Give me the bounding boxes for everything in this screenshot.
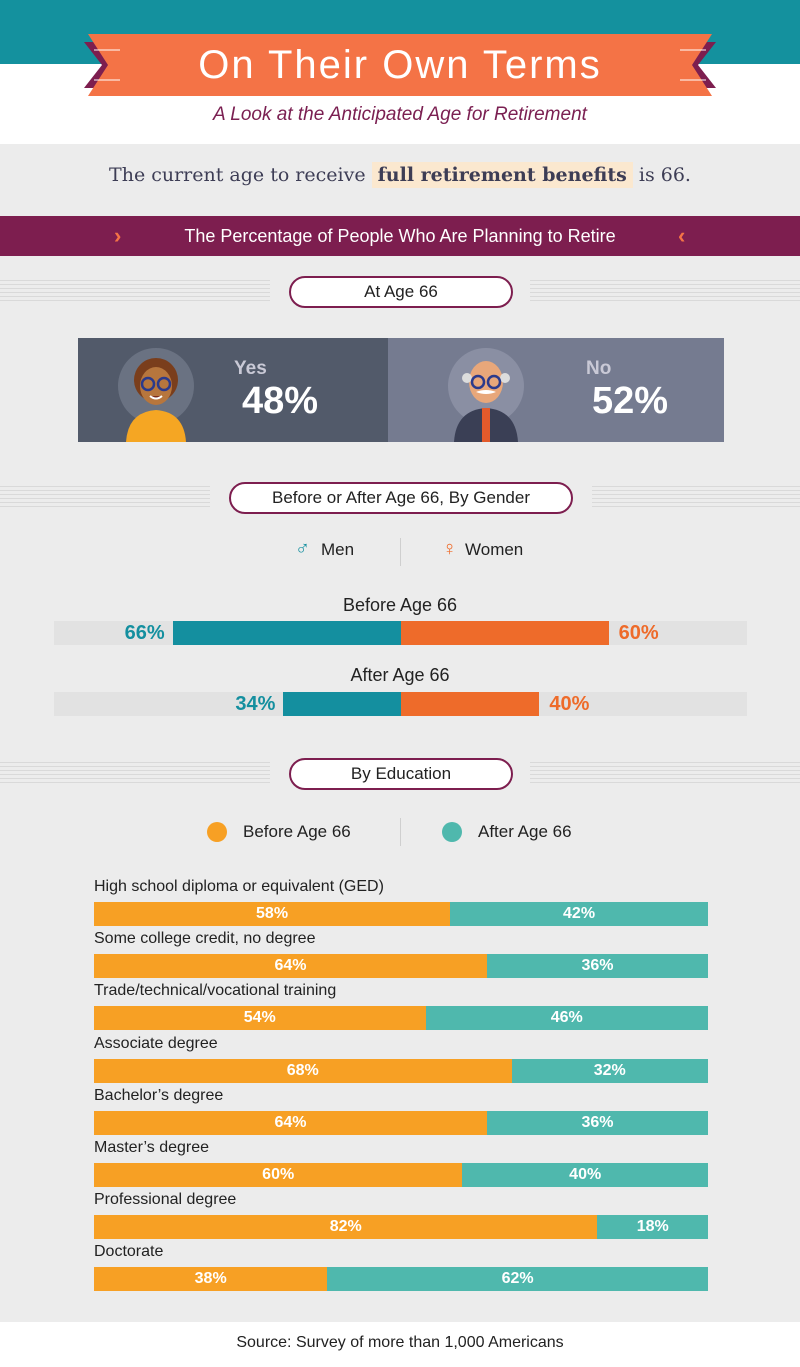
section-banner-text: The Percentage of People Who Are Plannin… <box>184 226 616 246</box>
education-bar-before: 82% <box>94 1215 598 1240</box>
education-category-label: Professional degree <box>94 1191 237 1209</box>
gender-label-men-after: 34% <box>235 693 276 715</box>
legend-divider <box>400 538 401 566</box>
education-bar-after: 18% <box>597 1215 708 1240</box>
education-bar-before: 58% <box>94 902 451 926</box>
decor-lines <box>592 486 800 508</box>
education-bar-after: 62% <box>327 1267 708 1292</box>
education-bar-before: 38% <box>94 1267 328 1292</box>
page-title: On Their Own Terms <box>198 43 602 87</box>
education-bar-after: 36% <box>486 954 708 979</box>
man-avatar-icon <box>448 348 524 442</box>
education-category-label: Some college credit, no degree <box>94 930 316 948</box>
intro-after: is 66. <box>638 164 691 186</box>
education-bar-before: 54% <box>94 1006 426 1031</box>
education-category-label: Bachelor’s degree <box>94 1086 224 1104</box>
section-banner <box>0 216 800 256</box>
legend-women: Women <box>465 540 524 559</box>
female-symbol-icon: ♀ <box>442 538 457 560</box>
education-category-label: Master’s degree <box>94 1139 210 1156</box>
intro-text: The current age to receive full retireme… <box>0 162 800 188</box>
gender-bar-women-after <box>401 692 540 716</box>
source-note: Source: Survey of more than 1,000 Americ… <box>236 1334 564 1351</box>
education-bar-before: 68% <box>94 1058 512 1083</box>
legend-men: Men <box>321 540 355 559</box>
intro-before: The current age to receive <box>109 164 366 186</box>
education-bar-before: 64% <box>94 1110 487 1135</box>
education-bar-before: 60% <box>94 1163 463 1187</box>
gender-bar-women-before <box>401 621 609 645</box>
gender-bar-men-after <box>283 692 401 716</box>
decor-lines <box>0 486 210 508</box>
legend-after: After Age 66 <box>478 822 572 841</box>
male-symbol-icon: ♂ <box>295 538 310 560</box>
gender-bar-men-before <box>172 621 401 645</box>
legend-dot-before-icon <box>207 822 227 842</box>
decor-lines <box>0 762 270 784</box>
decor-lines <box>530 280 800 302</box>
education-bar-after: 32% <box>511 1058 708 1083</box>
gender-category-after: After Age 66 <box>350 665 450 685</box>
section-title-education: By Education <box>289 758 513 790</box>
title-ribbon <box>120 34 680 96</box>
education-category-label: Doctorate <box>94 1243 164 1261</box>
no-value: 52% <box>592 380 669 422</box>
intro-highlight: full retirement benefits <box>371 162 633 188</box>
education-category-label: Associate degree <box>94 1034 218 1052</box>
no-panel <box>388 338 724 442</box>
education-bar-after: 42% <box>450 902 708 926</box>
yes-value: 48% <box>242 380 319 422</box>
gender-label-women-before: 60% <box>618 622 659 644</box>
gender-label-men-before: 66% <box>124 622 165 644</box>
education-bar-before: 64% <box>94 954 487 979</box>
education-bar-after: 40% <box>462 1163 708 1187</box>
education-category-label: Trade/technical/vocational training <box>94 982 337 1000</box>
decor-lines <box>0 280 270 302</box>
gender-label-women-after: 40% <box>549 693 590 715</box>
no-label: No <box>586 358 612 379</box>
education-bar-after: 36% <box>486 1110 708 1135</box>
yes-label: Yes <box>234 358 267 379</box>
education-category-label: High school diploma or equivalent (GED) <box>94 878 384 895</box>
chevron-left-icon: ‹ <box>678 223 686 248</box>
gender-category-before: Before Age 66 <box>342 595 458 615</box>
education-bar-after: 46% <box>425 1006 708 1031</box>
legend-dot-after-icon <box>442 822 462 842</box>
section-title-gender: Before or After Age 66, By Gender <box>229 482 573 514</box>
page-subtitle: A Look at the Anticipated Age for Retire… <box>213 104 587 125</box>
woman-avatar-icon <box>118 348 194 442</box>
legend-before: Before Age 66 <box>243 822 351 841</box>
chevron-right-icon: › <box>114 223 122 248</box>
section-title-age66: At Age 66 <box>289 276 513 308</box>
decor-lines <box>530 762 800 784</box>
legend-divider <box>400 818 401 846</box>
